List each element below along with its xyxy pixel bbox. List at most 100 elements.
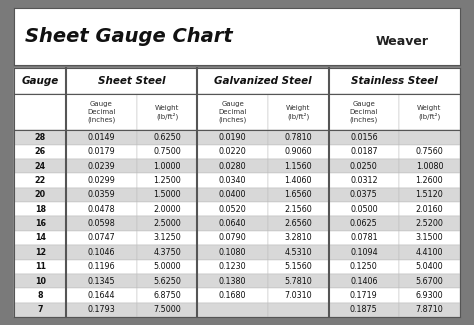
Bar [66, 145, 137, 159]
Bar [66, 274, 137, 288]
Bar [14, 303, 66, 317]
Bar [197, 259, 268, 274]
Text: 10: 10 [35, 277, 46, 286]
Bar [14, 159, 66, 174]
Bar [197, 174, 268, 188]
Text: 0.1406: 0.1406 [350, 277, 378, 286]
Text: 0.6250: 0.6250 [153, 133, 181, 142]
Text: Weaver: Weaver [375, 34, 428, 47]
Text: 0.0520: 0.0520 [219, 205, 246, 214]
Text: 0.0312: 0.0312 [350, 176, 378, 185]
Bar [328, 288, 399, 303]
Text: 0.1719: 0.1719 [350, 291, 378, 300]
Bar [137, 288, 197, 303]
Bar [328, 188, 399, 202]
Text: Sheet Steel: Sheet Steel [98, 76, 165, 86]
Text: 0.0500: 0.0500 [350, 205, 378, 214]
Text: 0.0400: 0.0400 [219, 190, 246, 200]
Bar [268, 130, 328, 145]
Text: 12: 12 [35, 248, 46, 257]
Text: 1.5120: 1.5120 [416, 190, 443, 200]
Bar [399, 245, 460, 259]
Text: 6.9300: 6.9300 [416, 291, 443, 300]
Text: 0.1345: 0.1345 [88, 277, 115, 286]
Text: 0.0375: 0.0375 [350, 190, 378, 200]
Bar [14, 145, 66, 159]
Text: 14: 14 [35, 233, 46, 242]
Bar [66, 68, 197, 94]
Bar [197, 216, 268, 231]
Bar [399, 202, 460, 216]
Text: 5.6700: 5.6700 [416, 277, 443, 286]
Bar [328, 245, 399, 259]
Bar [268, 303, 328, 317]
Bar [14, 130, 66, 145]
Bar [399, 303, 460, 317]
Text: 0.0187: 0.0187 [350, 148, 378, 156]
Text: 1.0000: 1.0000 [153, 162, 181, 171]
Text: Gauge
Decimal
(inches): Gauge Decimal (inches) [219, 101, 247, 124]
Text: 0.0149: 0.0149 [88, 133, 115, 142]
Text: 0.0359: 0.0359 [88, 190, 115, 200]
Bar [137, 174, 197, 188]
Bar [197, 303, 268, 317]
Bar [197, 68, 328, 94]
Text: 0.1644: 0.1644 [88, 291, 115, 300]
Bar [328, 274, 399, 288]
Text: 1.2600: 1.2600 [416, 176, 443, 185]
Text: Weight
(lb/ft²): Weight (lb/ft²) [155, 105, 179, 120]
Text: 0.1046: 0.1046 [88, 248, 115, 257]
Text: 2.0000: 2.0000 [153, 205, 181, 214]
Text: 0.0790: 0.0790 [219, 233, 246, 242]
Text: Sheet Gauge Chart: Sheet Gauge Chart [25, 27, 233, 46]
Bar [399, 231, 460, 245]
Bar [328, 216, 399, 231]
Text: 18: 18 [35, 205, 46, 214]
Text: 1.0080: 1.0080 [416, 162, 443, 171]
Bar [328, 145, 399, 159]
Text: 2.0160: 2.0160 [416, 205, 443, 214]
Bar [328, 68, 460, 94]
Text: 0.0280: 0.0280 [219, 162, 246, 171]
Text: 0.1196: 0.1196 [88, 262, 115, 271]
Bar [399, 130, 460, 145]
Bar [137, 231, 197, 245]
Bar [268, 174, 328, 188]
Bar [268, 274, 328, 288]
Text: 0.1680: 0.1680 [219, 291, 246, 300]
Text: 3.1250: 3.1250 [153, 233, 181, 242]
Text: 7.5000: 7.5000 [153, 305, 181, 314]
Bar [66, 159, 137, 174]
Bar [66, 130, 137, 145]
Bar [328, 259, 399, 274]
Bar [197, 288, 268, 303]
Bar [14, 245, 66, 259]
Bar [399, 259, 460, 274]
Bar [137, 202, 197, 216]
Text: 5.1560: 5.1560 [284, 262, 312, 271]
Text: 0.7810: 0.7810 [284, 133, 312, 142]
Bar [137, 274, 197, 288]
Text: Weight
(lb/ft²): Weight (lb/ft²) [417, 105, 442, 120]
Text: 20: 20 [35, 190, 46, 200]
Bar [66, 174, 137, 188]
Bar [268, 231, 328, 245]
Text: 8: 8 [37, 291, 43, 300]
Bar [268, 94, 328, 130]
Text: 0.0340: 0.0340 [219, 176, 246, 185]
Bar [268, 188, 328, 202]
Bar [137, 216, 197, 231]
Bar [14, 202, 66, 216]
Text: 0.1230: 0.1230 [219, 262, 246, 271]
Text: 0.7560: 0.7560 [416, 148, 443, 156]
Bar [328, 159, 399, 174]
Bar [137, 188, 197, 202]
Bar [137, 245, 197, 259]
Text: 0.0190: 0.0190 [219, 133, 246, 142]
Text: 1.6560: 1.6560 [284, 190, 312, 200]
Text: 1.4060: 1.4060 [284, 176, 312, 185]
Text: 0.1793: 0.1793 [88, 305, 115, 314]
Text: 2.1560: 2.1560 [284, 205, 312, 214]
Text: 0.7500: 0.7500 [153, 148, 181, 156]
Text: 0.0250: 0.0250 [350, 162, 378, 171]
